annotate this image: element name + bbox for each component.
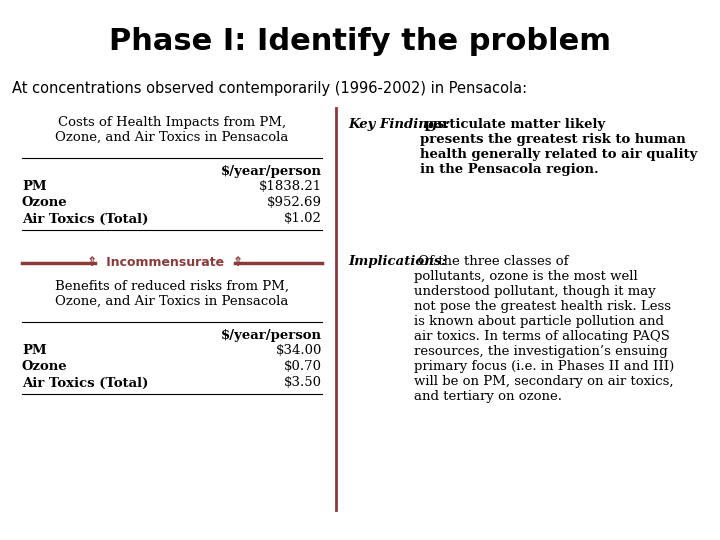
Text: $0.70: $0.70 [284, 361, 322, 374]
Text: PM: PM [22, 180, 47, 193]
Text: $34.00: $34.00 [276, 345, 322, 357]
Text: $/year/person: $/year/person [221, 165, 322, 178]
Text: $952.69: $952.69 [267, 197, 322, 210]
Text: Air Toxics (Total): Air Toxics (Total) [22, 213, 148, 226]
Text: $1.02: $1.02 [284, 213, 322, 226]
Text: particulate matter likely
presents the greatest risk to human
health generally r: particulate matter likely presents the g… [420, 118, 698, 176]
Text: Ozone: Ozone [22, 197, 68, 210]
Text: $3.50: $3.50 [284, 376, 322, 389]
Text: $/year/person: $/year/person [221, 328, 322, 341]
Text: Ozone: Ozone [22, 361, 68, 374]
Text: $1838.21: $1838.21 [259, 180, 322, 193]
Text: Air Toxics (Total): Air Toxics (Total) [22, 376, 148, 389]
Text: Of the three classes of
pollutants, ozone is the most well
understood pollutant,: Of the three classes of pollutants, ozon… [414, 255, 674, 403]
Text: Implications:: Implications: [348, 255, 446, 268]
Text: At concentrations observed contemporarily (1996-2002) in Pensacola:: At concentrations observed contemporaril… [12, 80, 527, 96]
Text: Benefits of reduced risks from PM,
Ozone, and Air Toxics in Pensacola: Benefits of reduced risks from PM, Ozone… [55, 280, 289, 308]
Text: Key Findings:: Key Findings: [348, 118, 449, 131]
Text: Phase I: Identify the problem: Phase I: Identify the problem [109, 28, 611, 57]
Text: Costs of Health Impacts from PM,
Ozone, and Air Toxics in Pensacola: Costs of Health Impacts from PM, Ozone, … [55, 116, 289, 144]
Text: ⇕  Incommensurate  ⇕: ⇕ Incommensurate ⇕ [87, 256, 243, 269]
Text: PM: PM [22, 345, 47, 357]
